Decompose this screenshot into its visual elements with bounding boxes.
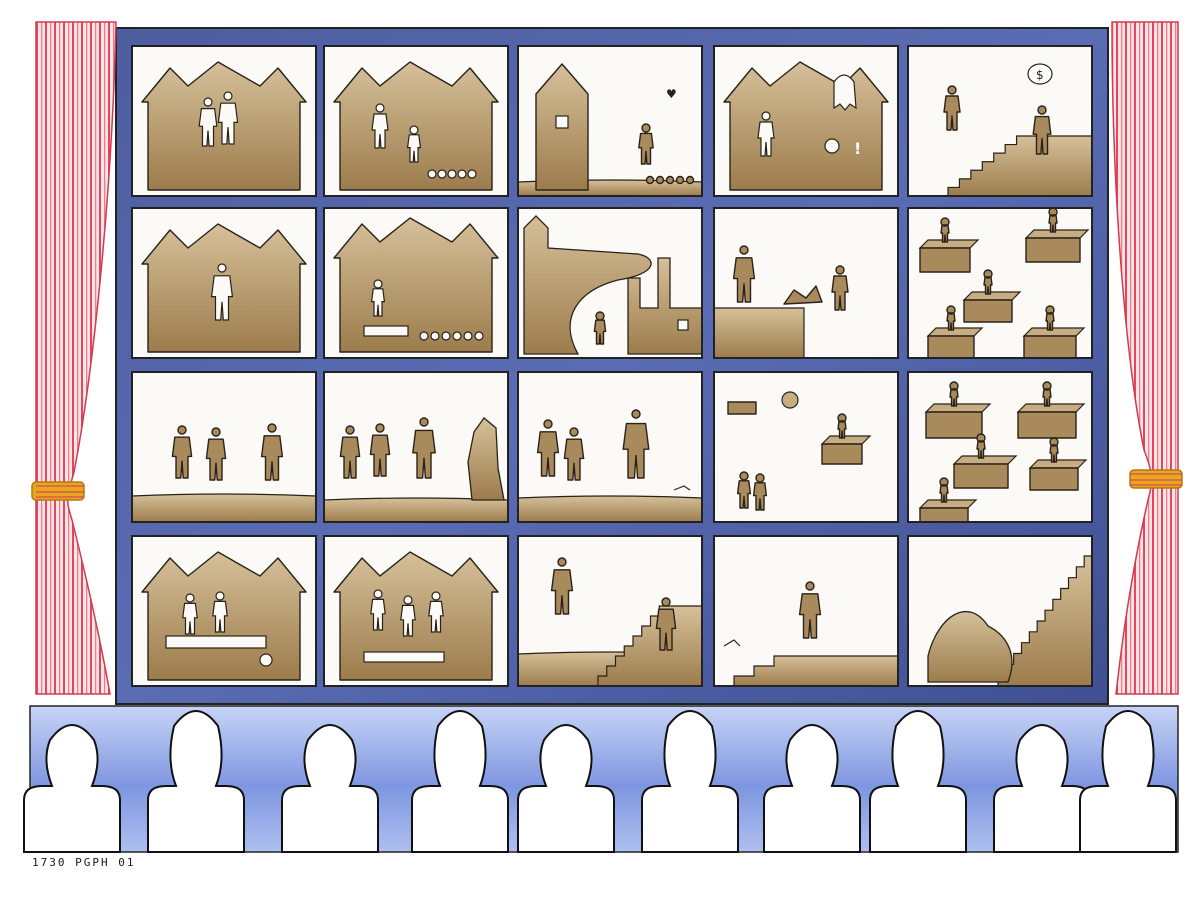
- panel-r3c4-scattered-desks: [713, 371, 899, 523]
- audience-head-2: [147, 710, 245, 853]
- panel-r1c2-family-in-house: [323, 45, 509, 197]
- panel-r1c3-walker-leaving-house: ♥: [517, 45, 703, 197]
- panel-r3c5-floating-desks-2: [907, 371, 1093, 523]
- panel-r3c3-dancers-standing-figure: [517, 371, 703, 523]
- audience-head-6: [641, 710, 739, 853]
- caption-code: 1730 PGPH 01: [32, 856, 136, 869]
- panel-r1c1-couple-in-house: [131, 45, 317, 197]
- panel-r1c4-ghost-in-house: !: [713, 45, 899, 197]
- audience-head-8: [869, 710, 967, 853]
- panel-r1c5-stairs-and-banker: $: [907, 45, 1093, 197]
- audience-head-4: [411, 710, 509, 853]
- panel-r2c3-house-to-factory: [517, 207, 703, 359]
- panel-r2c2-crowded-house: [323, 207, 509, 359]
- svg-text:♥: ♥: [666, 87, 677, 101]
- audience-silhouettes: [23, 710, 1177, 853]
- panel-r4c5-pile-at-stairs: [907, 535, 1093, 687]
- comic-panel-grid: ♥! $: [131, 45, 1093, 687]
- panel-r2c1-figure-in-house: [131, 207, 317, 359]
- panel-r2c4-cliff-fall: [713, 207, 899, 359]
- left-curtain: [31, 21, 117, 695]
- audience-head-10: [1079, 710, 1177, 853]
- panel-r2c5-floating-desks: [907, 207, 1093, 359]
- audience-head-9: [993, 724, 1091, 853]
- panel-r4c4-leaping-figure: [713, 535, 899, 687]
- panel-r4c3-stairs-runners: [517, 535, 703, 687]
- audience-head-1: [23, 724, 121, 853]
- audience-head-5: [517, 724, 615, 853]
- panel-r4c1-family-table-house: [131, 535, 317, 687]
- right-curtain: [1111, 21, 1183, 695]
- panel-r3c1-dancers: [131, 371, 317, 523]
- audience-head-3: [281, 724, 379, 853]
- svg-text:$: $: [1036, 68, 1044, 82]
- audience-head-7: [763, 724, 861, 853]
- svg-text:!: !: [854, 139, 861, 158]
- panel-r4c2-party-house: [323, 535, 509, 687]
- panel-r3c2-dancers-and-statue: [323, 371, 509, 523]
